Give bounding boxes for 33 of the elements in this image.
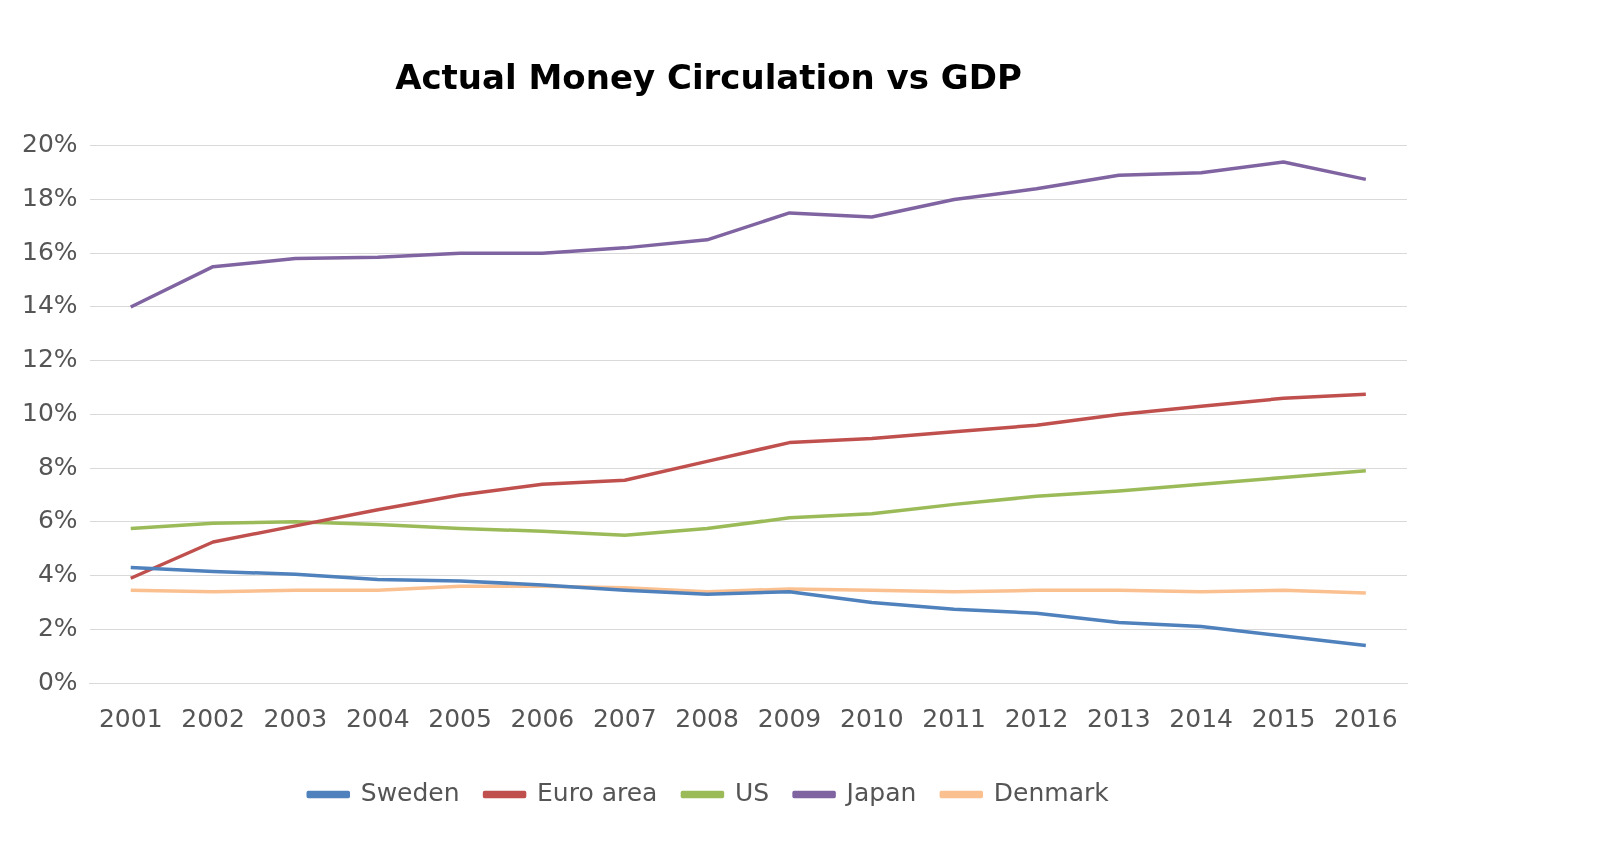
x-tick-label: 2015 — [1251, 703, 1316, 733]
x-tick-label: 2014 — [1169, 703, 1233, 733]
y-tick-label: 12% — [21, 344, 78, 374]
y-tick-label: 2% — [37, 612, 78, 642]
x-tick-label: 2001 — [98, 703, 163, 733]
x-tick-label: 2009 — [757, 703, 822, 733]
x-tick-label: 2005 — [428, 703, 492, 733]
x-tick-label: 2006 — [510, 703, 575, 733]
y-tick-label: 0% — [37, 666, 78, 696]
chart-title: Actual Money Circulation vs GDP — [395, 57, 1022, 98]
x-tick-label: 2011 — [922, 703, 986, 733]
y-tick-label: 16% — [21, 236, 78, 266]
x-tick-label: 2016 — [1334, 703, 1398, 733]
x-tick-label: 2003 — [263, 703, 328, 733]
x-tick-label: 2004 — [345, 703, 410, 733]
x-tick-label: 2013 — [1087, 703, 1151, 733]
x-tick-label: 2002 — [181, 703, 245, 733]
x-tick-label: 2012 — [1004, 703, 1069, 733]
y-tick-label: 14% — [21, 290, 78, 320]
x-tick-label: 2007 — [592, 703, 657, 733]
y-tick-label: 20% — [21, 129, 78, 159]
y-tick-label: 6% — [37, 505, 78, 535]
y-tick-label: 10% — [21, 397, 78, 427]
y-tick-label: 8% — [37, 451, 78, 481]
legend-label: Euro area — [537, 778, 658, 807]
y-tick-label: 18% — [21, 183, 78, 213]
x-tick-label: 2010 — [839, 703, 904, 733]
legend-label: Japan — [844, 778, 917, 807]
legend-label: Sweden — [360, 778, 460, 807]
y-tick-label: 4% — [37, 559, 78, 589]
legend-label: Denmark — [993, 778, 1110, 807]
x-tick-label: 2008 — [675, 703, 739, 733]
legend-label: US — [734, 778, 770, 807]
